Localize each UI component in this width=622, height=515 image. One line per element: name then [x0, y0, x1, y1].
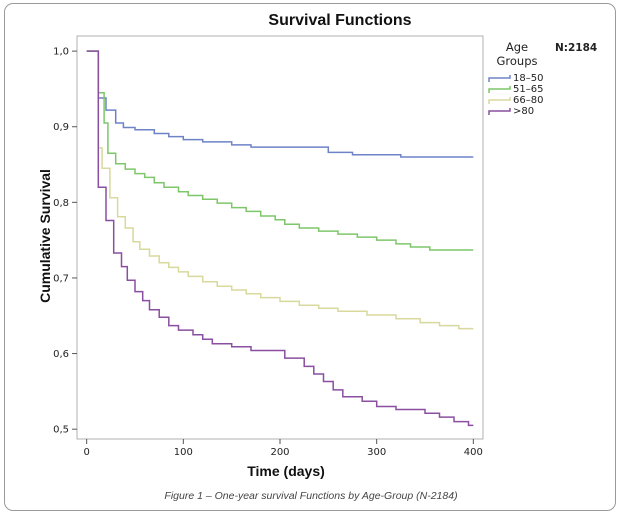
- series-line: [86, 50, 474, 158]
- y-tick-label: 1,0: [53, 47, 69, 58]
- x-tick-label: 200: [270, 447, 289, 458]
- y-tick-label: 0,9: [53, 122, 69, 133]
- x-tick-label: 0: [83, 447, 89, 458]
- legend-swatch: [488, 75, 511, 82]
- y-axis-title: Cumulative Survival: [37, 169, 53, 303]
- figure-caption: Figure 1 – One-year survival Functions b…: [164, 490, 458, 502]
- legend-label: 51–65: [513, 84, 543, 95]
- survival-chart: Survival Functions 0,5 0,6 0,7 0,8 0,9 1,0 0 1…: [37, 12, 597, 479]
- x-tick-label: 100: [174, 447, 193, 458]
- legend-label: 18–50: [513, 73, 543, 84]
- x-tick-label: 400: [464, 447, 483, 458]
- series-line: [86, 50, 474, 330]
- series-line: [86, 50, 474, 251]
- y-tick-label: 0,7: [53, 273, 69, 284]
- legend-swatch: [488, 97, 511, 104]
- legend-label: 66–80: [513, 95, 543, 106]
- x-axis-title: Time (days): [247, 463, 325, 479]
- x-axis: 0 100 200 300 400: [83, 439, 483, 458]
- legend-label: >80: [513, 106, 534, 117]
- plot-area: [76, 35, 484, 440]
- sample-size-note: N:2184: [555, 42, 597, 54]
- y-tick-label: 0,6: [53, 349, 69, 360]
- chart-title: Survival Functions: [268, 12, 411, 29]
- x-tick-label: 300: [367, 447, 386, 458]
- series-layer: [86, 50, 474, 427]
- legend-title-line1: Age: [506, 40, 528, 54]
- series-line: [86, 50, 474, 427]
- y-axis: 0,5 0,6 0,7 0,8 0,9 1,0: [53, 47, 77, 436]
- legend-title-line2: Groups: [496, 54, 537, 68]
- legend-swatch: [488, 86, 511, 93]
- legend-swatch: [488, 108, 511, 115]
- y-tick-label: 0,5: [53, 425, 69, 436]
- y-tick-label: 0,8: [53, 198, 69, 209]
